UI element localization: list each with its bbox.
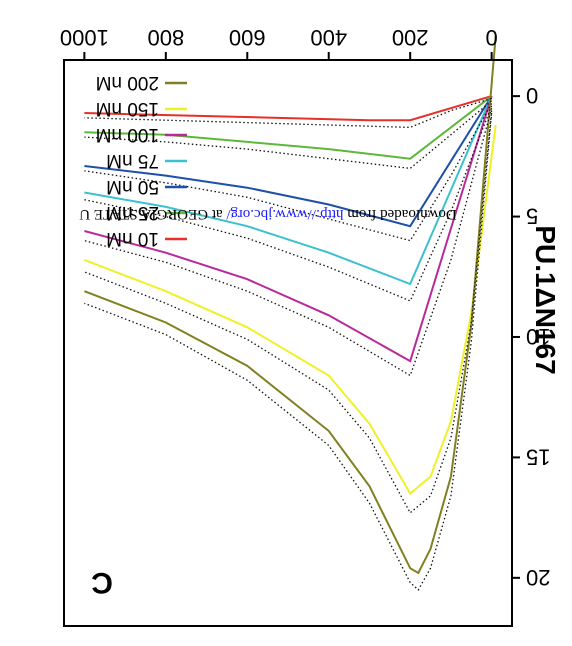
legend-label: 50 nM <box>106 176 159 197</box>
x-tick-label: 0 <box>486 25 498 50</box>
rotated-figure: 0 200 400 600 800 1000 0 5 10 15 20 10 nM 25 nM 50 … <box>60 25 550 627</box>
observed-trace-150-nm <box>84 110 493 514</box>
y-tick-label: 0 <box>526 83 538 108</box>
fit-line-75-nm <box>84 95 493 286</box>
x-tick-label: 1000 <box>60 25 109 50</box>
y-tick-label: 15 <box>526 444 550 469</box>
plot-frame <box>63 59 513 627</box>
legend-label: 100 nM <box>96 124 159 145</box>
legend-item-10-nm: 10 nM <box>106 228 187 249</box>
x-tick-label: 400 <box>310 25 347 50</box>
legend-label: 150 nM <box>96 98 159 119</box>
legend-item-150-nm: 150 nM <box>96 98 187 119</box>
legend: 10 nM 25 nM 50 nM 75 nM 100 nM 150 nM 200 nM <box>96 72 187 249</box>
observed-trace-75-nm <box>84 105 493 302</box>
observed-trace-100-nm <box>84 108 493 377</box>
observed-trace-10-nm <box>84 97 492 129</box>
x-axis: 0 200 400 600 800 1000 <box>60 25 498 60</box>
x-tick-label: 600 <box>229 25 266 50</box>
legend-item-25-nm: 25 nM <box>106 202 187 223</box>
y-tick-label: 5 <box>526 204 538 229</box>
chart-title: PU.1ΔN167 <box>530 225 561 374</box>
observed-traces <box>84 97 493 591</box>
legend-label: 25 nM <box>106 202 159 223</box>
y-tick-label: 20 <box>526 565 550 590</box>
legend-item-100-nm: 100 nM <box>96 124 187 145</box>
y-axis: 0 5 10 15 20 <box>512 83 550 590</box>
legend-label: 10 nM <box>106 228 159 249</box>
fit-line-25-nm <box>84 95 493 160</box>
panel-label: C <box>91 566 113 599</box>
fit-line-50-nm <box>84 95 493 228</box>
x-tick-label: 800 <box>147 25 184 50</box>
observed-trace-200-nm <box>84 112 493 591</box>
watermark: Downloaded from http://www.jbc.org/ at G… <box>79 206 457 222</box>
fit-lines <box>84 35 497 575</box>
observed-trace-25-nm <box>84 100 493 170</box>
y-tick-label: 10 <box>526 324 550 349</box>
legend-item-50-nm: 50 nM <box>106 176 187 197</box>
legend-item-200-nm: 200 nM <box>96 72 187 93</box>
fit-line-150-nm <box>84 124 497 496</box>
legend-item-75-nm: 75 nM <box>106 150 187 171</box>
watermark-prefix: Downloaded from <box>343 206 456 222</box>
x-tick-label: 200 <box>392 25 429 50</box>
fit-line-200-nm <box>84 35 497 575</box>
fit-line-10-nm <box>84 95 492 122</box>
watermark-suffix: at GEORGIA STATE U <box>79 206 226 222</box>
watermark-link[interactable]: http://www.jbc.org/ <box>226 206 344 222</box>
legend-label: 200 nM <box>96 72 159 93</box>
legend-label: 75 nM <box>106 150 159 171</box>
fit-line-100-nm <box>84 95 493 363</box>
